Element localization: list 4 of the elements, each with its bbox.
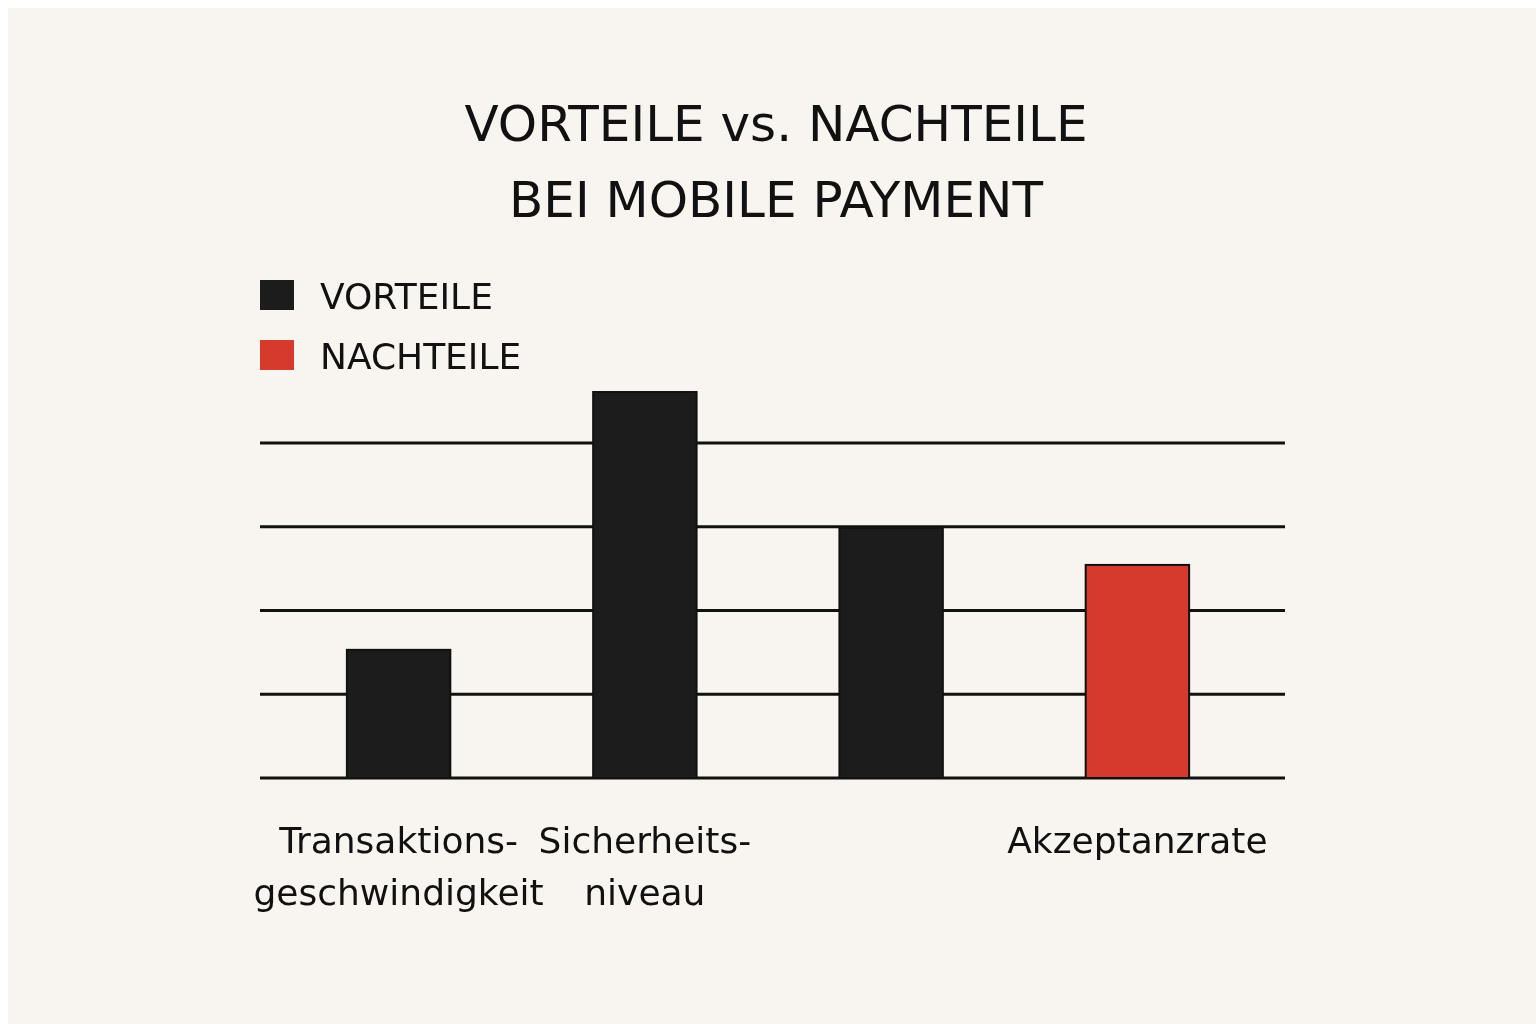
x-tick-label: Akzeptanzrate: [1007, 820, 1268, 861]
legend-label: NACHTEILE: [320, 336, 522, 377]
chart-title: VORTEILE vs. NACHTEILE BEI MOBILE PAYMENT: [464, 95, 1088, 229]
legend-label: VORTEILE: [320, 276, 493, 317]
